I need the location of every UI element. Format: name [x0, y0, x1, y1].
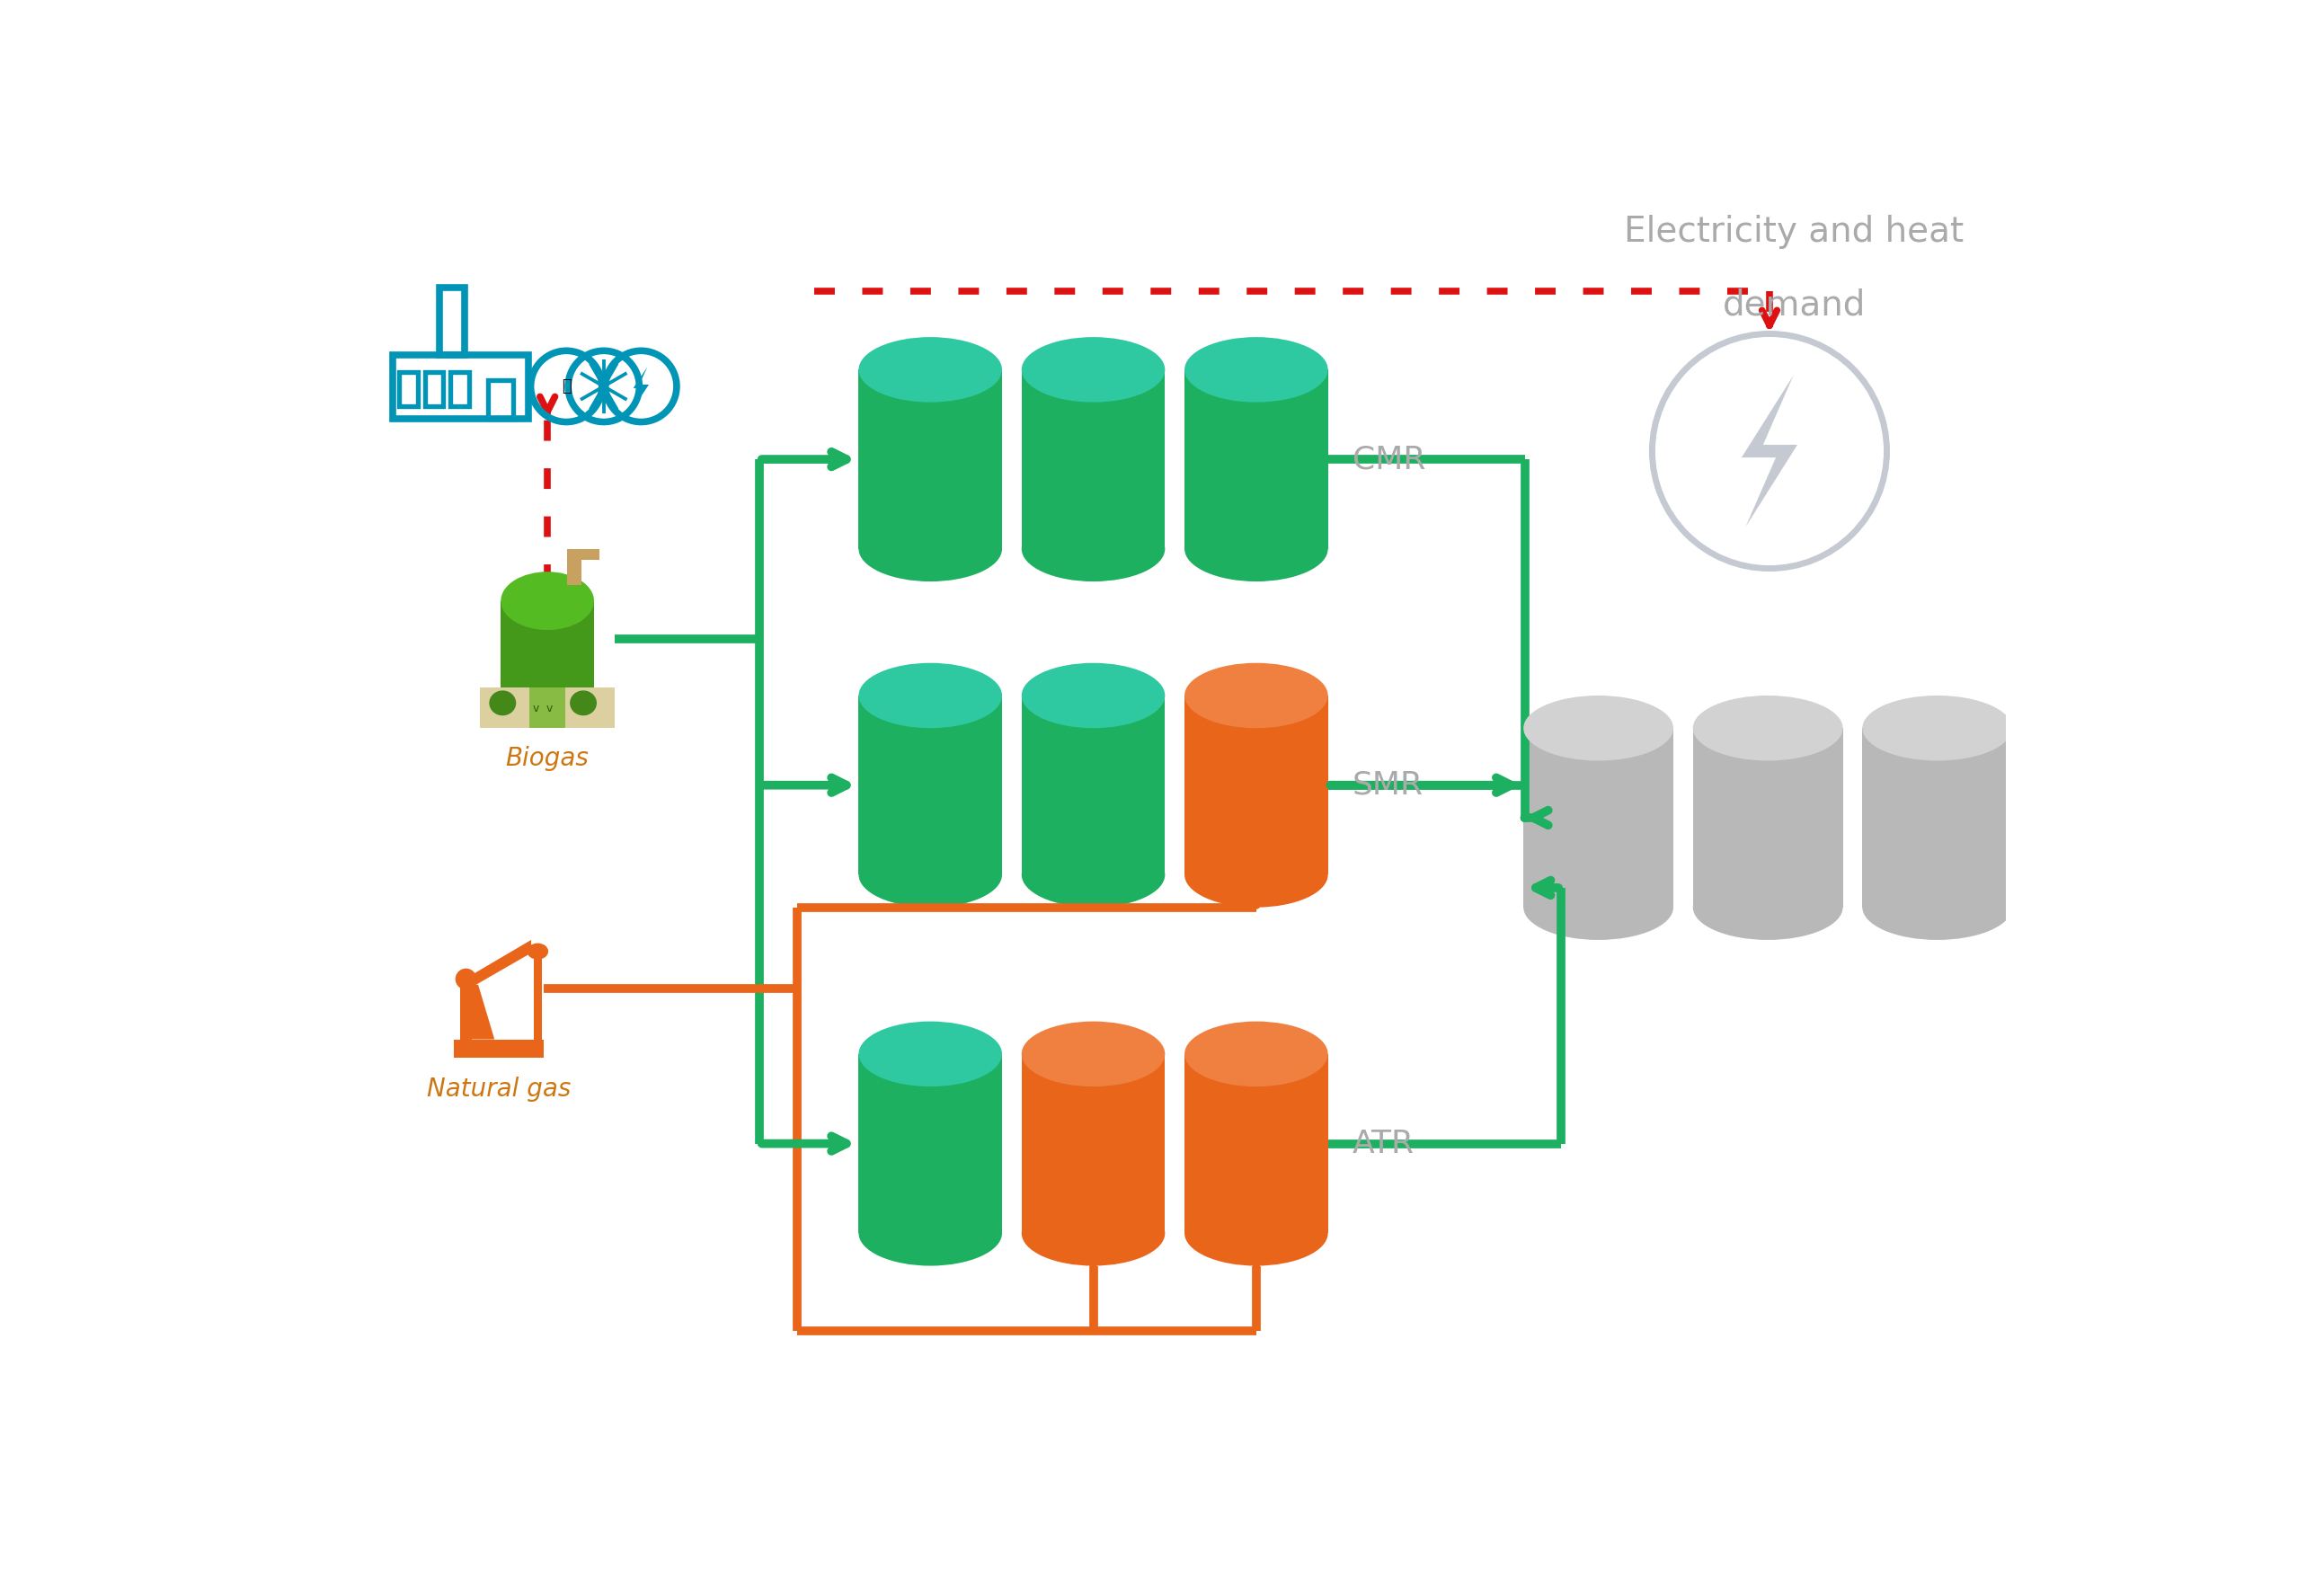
- Ellipse shape: [528, 943, 548, 960]
- Polygon shape: [1185, 695, 1327, 874]
- Polygon shape: [535, 951, 541, 1039]
- Polygon shape: [567, 554, 581, 584]
- Ellipse shape: [1692, 695, 1843, 760]
- Ellipse shape: [858, 516, 1002, 581]
- Polygon shape: [1862, 728, 2013, 908]
- Ellipse shape: [858, 336, 1002, 402]
- Polygon shape: [462, 940, 532, 993]
- Ellipse shape: [1862, 874, 2013, 940]
- Polygon shape: [1023, 695, 1164, 874]
- Ellipse shape: [1185, 1022, 1327, 1087]
- Polygon shape: [481, 687, 614, 728]
- Polygon shape: [1023, 370, 1164, 549]
- Ellipse shape: [1185, 843, 1327, 908]
- Polygon shape: [462, 984, 495, 1039]
- Ellipse shape: [569, 690, 597, 716]
- Ellipse shape: [1525, 695, 1673, 760]
- Polygon shape: [567, 549, 600, 560]
- Polygon shape: [502, 601, 595, 687]
- Ellipse shape: [1525, 874, 1673, 940]
- Ellipse shape: [858, 663, 1002, 728]
- Ellipse shape: [1692, 874, 1843, 940]
- Ellipse shape: [1023, 516, 1164, 581]
- Polygon shape: [858, 695, 1002, 874]
- Ellipse shape: [1023, 1201, 1164, 1266]
- Text: ATR: ATR: [1353, 1128, 1415, 1159]
- Ellipse shape: [1023, 663, 1164, 728]
- Text: demand: demand: [1722, 289, 1866, 322]
- Circle shape: [456, 968, 476, 990]
- Polygon shape: [460, 979, 472, 1039]
- Polygon shape: [1525, 728, 1673, 908]
- Text: CMR: CMR: [1353, 444, 1425, 475]
- Ellipse shape: [1185, 663, 1327, 728]
- Ellipse shape: [1023, 1022, 1164, 1087]
- Polygon shape: [530, 687, 565, 728]
- Ellipse shape: [1023, 843, 1164, 908]
- Polygon shape: [1692, 728, 1843, 908]
- Text: Electricity and heat: Electricity and heat: [1624, 214, 1964, 249]
- Polygon shape: [453, 1039, 544, 1059]
- Ellipse shape: [858, 1022, 1002, 1087]
- Ellipse shape: [502, 571, 595, 630]
- Polygon shape: [858, 1054, 1002, 1233]
- Text: Natural gas: Natural gas: [428, 1078, 572, 1101]
- Polygon shape: [1023, 1054, 1164, 1233]
- Text: SMR: SMR: [1353, 770, 1422, 800]
- Ellipse shape: [1185, 336, 1327, 402]
- Polygon shape: [632, 367, 648, 406]
- Text: Biogas: Biogas: [507, 746, 590, 771]
- Ellipse shape: [858, 843, 1002, 908]
- Ellipse shape: [1023, 336, 1164, 402]
- Ellipse shape: [1185, 1201, 1327, 1266]
- Polygon shape: [1741, 376, 1796, 527]
- Polygon shape: [1185, 370, 1327, 549]
- Ellipse shape: [858, 1201, 1002, 1266]
- Polygon shape: [858, 370, 1002, 549]
- Ellipse shape: [1862, 695, 2013, 760]
- Polygon shape: [1185, 1054, 1327, 1233]
- Text: 🔥: 🔥: [562, 378, 572, 395]
- Text: v  v: v v: [532, 703, 553, 714]
- Ellipse shape: [1185, 516, 1327, 581]
- Ellipse shape: [488, 690, 516, 716]
